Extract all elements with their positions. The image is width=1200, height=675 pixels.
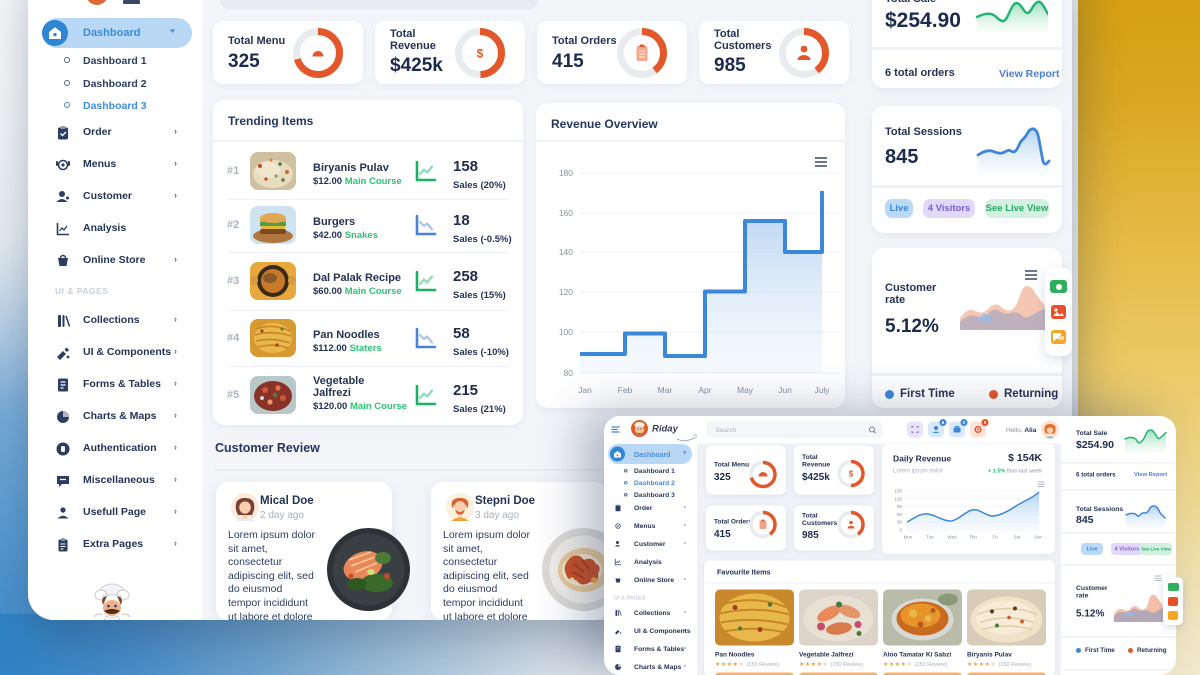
svg-text:Wed: Wed xyxy=(947,535,957,540)
svg-text:150: 150 xyxy=(894,489,902,494)
svg-text:Fri: Fri xyxy=(992,535,997,540)
svg-text:100: 100 xyxy=(559,327,573,337)
svg-text:Feb: Feb xyxy=(618,385,633,395)
svg-text:Mar: Mar xyxy=(658,385,673,395)
svg-text:90: 90 xyxy=(897,504,903,509)
svg-text:May: May xyxy=(737,385,754,395)
svg-text:120: 120 xyxy=(559,287,573,297)
svg-text:Sun: Sun xyxy=(1034,535,1043,540)
svg-text:180: 180 xyxy=(559,168,573,178)
svg-text:July: July xyxy=(814,385,830,395)
svg-text:160: 160 xyxy=(559,208,573,218)
svg-text:80: 80 xyxy=(564,368,574,378)
svg-text:Thu: Thu xyxy=(969,535,977,540)
svg-text:Sat: Sat xyxy=(1014,535,1022,540)
svg-text:60: 60 xyxy=(897,512,903,517)
svg-text:140: 140 xyxy=(559,247,573,257)
svg-text:Jan: Jan xyxy=(578,385,592,395)
svg-text:30: 30 xyxy=(897,520,903,525)
svg-text:$: $ xyxy=(849,470,854,479)
svg-text:Jun: Jun xyxy=(778,385,792,395)
svg-text:Tue: Tue xyxy=(926,535,934,540)
svg-text:$: $ xyxy=(477,47,484,61)
svg-text:Mon: Mon xyxy=(904,535,913,540)
svg-text:0: 0 xyxy=(899,528,902,533)
svg-text:120: 120 xyxy=(894,497,902,502)
svg-text:Apr: Apr xyxy=(698,385,711,395)
